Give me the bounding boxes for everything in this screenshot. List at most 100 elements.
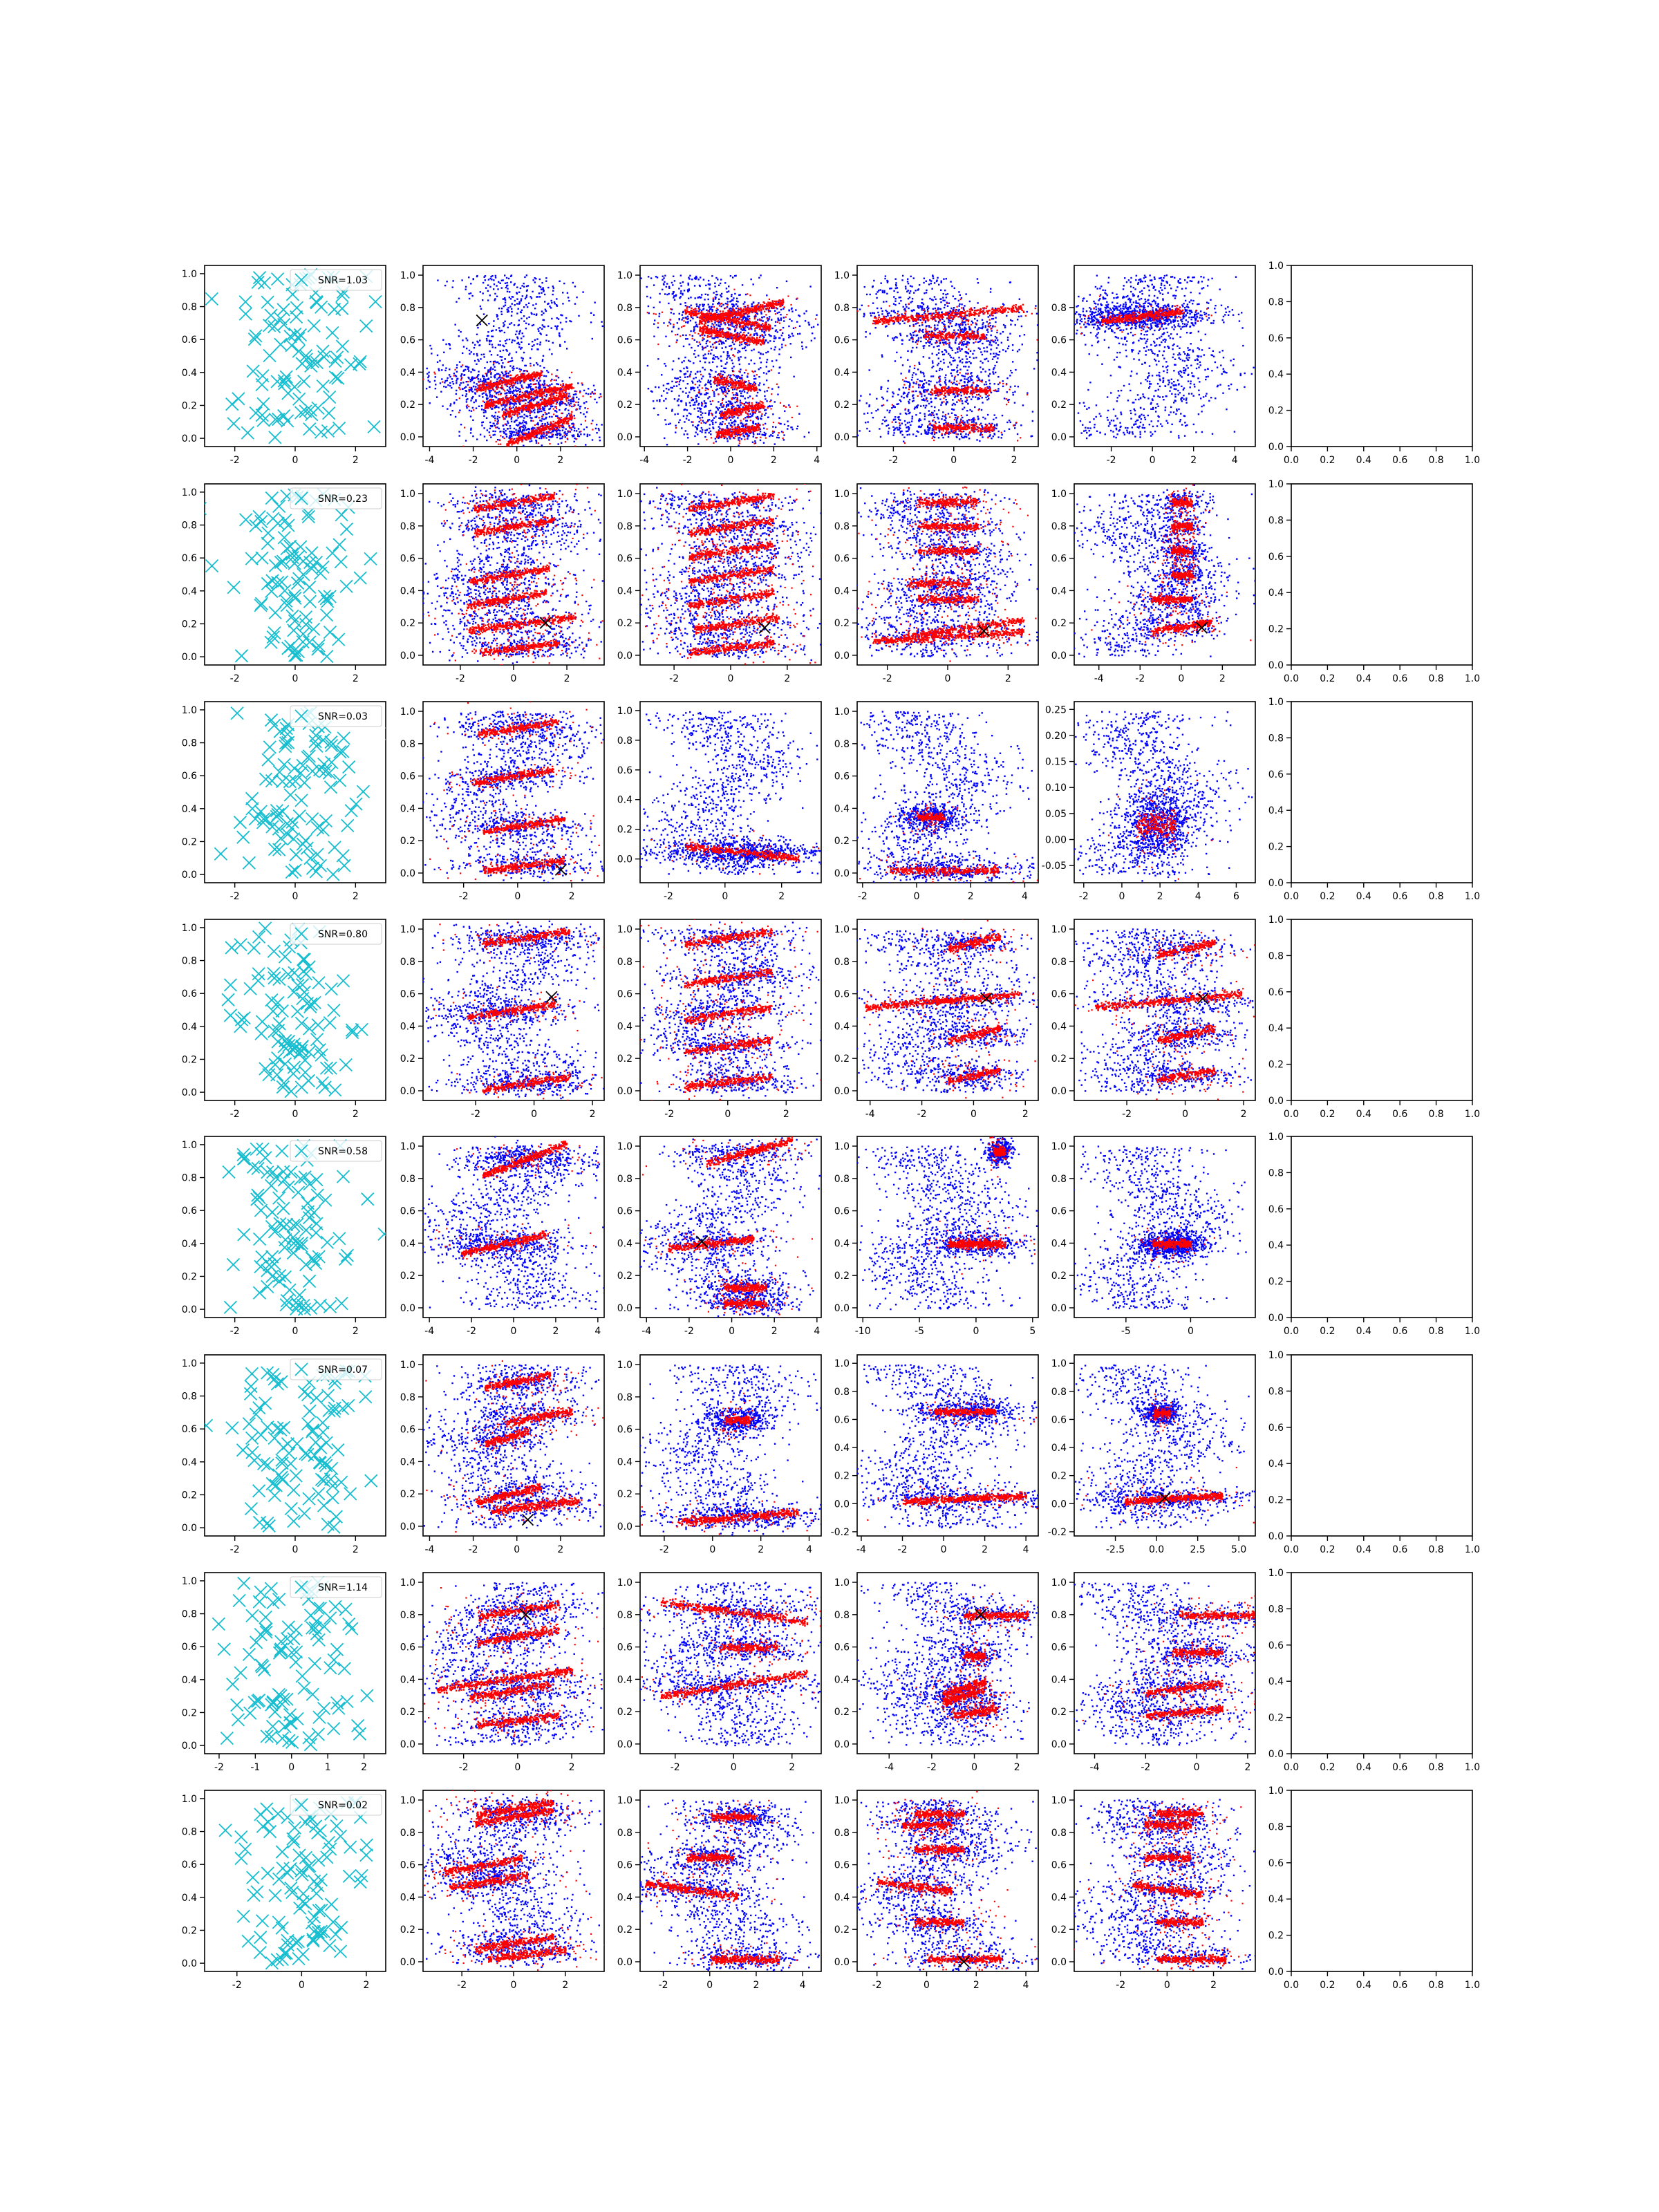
x-tick-label: -2 [230, 1544, 240, 1555]
y-tick-label: 1.0 [182, 1358, 197, 1369]
y-tick-label: 0.2 [1268, 1277, 1284, 1288]
subplot-r7-c5: -4 -2 0 20.00.20.40.60.81.0 [1044, 1573, 1311, 1773]
legend-label: SNR=0.07 [318, 1365, 368, 1376]
y-tick-label: 0.8 [1051, 957, 1067, 968]
y-tick-label: 0.0 [1051, 1739, 1067, 1750]
x-tick-label: 0 [945, 673, 951, 684]
x-tick-label: 4 [1022, 891, 1028, 902]
y-tick-label: 0.0 [617, 432, 632, 443]
y-tick-label: 1.0 [400, 489, 415, 500]
x-tick-label: -2 [230, 891, 240, 902]
x-tick-label: 2 [557, 1544, 563, 1555]
x-tick-label: 2 [1157, 891, 1163, 902]
y-tick-label: 0.2 [182, 1925, 197, 1936]
y-tick-label: 1.0 [1051, 489, 1067, 500]
y-tick-label: 0.4 [617, 367, 632, 378]
x-tick-label: 0.8 [1428, 891, 1443, 902]
x-tick-label: -2 [858, 891, 868, 902]
axes-frame [1291, 1573, 1472, 1754]
x-tick-label: 0.0 [1284, 673, 1299, 684]
x-tick-label: 0 [729, 1326, 735, 1337]
subplot-r5-c4: -10 -5 0 50.00.20.40.60.81.0 [817, 1130, 1040, 1337]
y-tick-label: 0.0 [182, 1741, 197, 1752]
y-tick-label: 0.8 [182, 302, 197, 313]
y-tick-label: 0.2 [182, 619, 197, 630]
x-tick-label: -2 [664, 891, 673, 902]
y-tick-label: 0.0 [400, 1957, 415, 1968]
subplot-r1-c2: -4 -2 0 20.00.20.40.60.81.0 [386, 265, 641, 466]
y-tick-label: 0.2 [834, 1471, 850, 1482]
x-tick-label: 0 [292, 1109, 299, 1120]
subplot-r6-c5: -2.5 0.0 2.5 5.0-0.20.00.20.40.60.81.0 [1020, 1355, 1308, 1555]
y-tick-label: 1.0 [1051, 1795, 1067, 1806]
x-tick-label: -2 [1141, 1762, 1150, 1773]
y-tick-label: 1.0 [617, 1577, 632, 1588]
axes-frame [1074, 265, 1255, 447]
x-tick-label: 2 [1011, 455, 1018, 466]
x-tick-label: 0.0 [1284, 891, 1299, 902]
y-tick-label: 0.6 [617, 989, 632, 1000]
y-tick-label: 0.0 [400, 650, 415, 662]
x-tick-label: -2 [456, 673, 465, 684]
y-tick-label: 0.0 [617, 650, 632, 662]
x-tick-label: -2 [684, 1326, 694, 1337]
x-tick-label: 2 [778, 891, 785, 902]
x-tick-label: -2 [230, 673, 240, 684]
axes-frame [857, 1790, 1038, 1971]
x-tick-label: 2 [590, 1109, 596, 1120]
y-tick-label: 0.25 [1045, 704, 1067, 715]
x-tick-label: 0.0 [1284, 1762, 1299, 1773]
x-tick-label: 2 [753, 1980, 759, 1991]
y-tick-label: 0.4 [1051, 1021, 1067, 1032]
subplot-r2-c3: -2 0 20.00.20.40.60.81.0 [603, 482, 852, 684]
y-tick-label: 0.2 [400, 1707, 415, 1718]
y-tick-label: 0.4 [834, 367, 850, 378]
legend: SNR=1.03 [290, 270, 382, 290]
y-tick-label: 0.8 [617, 1174, 632, 1185]
y-tick-label: 0.4 [400, 1238, 415, 1249]
y-tick-label: 0.6 [1051, 1206, 1067, 1217]
x-tick-label: 0 [950, 455, 957, 466]
subplot-r2-c1: SNR=0.23-2 0 20.00.20.40.60.81.0 [182, 484, 386, 684]
subplot-r7-c6: 0.0 0.2 0.4 0.6 0.8 1.00.00.20.40.60.81.0 [1268, 1568, 1480, 1773]
y-tick-label: 0.8 [1268, 297, 1284, 308]
y-tick-label: 0.2 [617, 1707, 632, 1718]
x-tick-label: 1.0 [1465, 1980, 1480, 1991]
subplot-r1-c6: 0.0 0.2 0.4 0.6 0.8 1.00.00.20.40.60.81.0 [1268, 261, 1480, 466]
x-tick-label: 4 [1023, 1980, 1029, 1991]
x-tick-label: 2 [1244, 1762, 1250, 1773]
y-tick-label: 0.4 [1268, 588, 1284, 599]
y-tick-label: 0.0 [1051, 1086, 1067, 1097]
x-tick-label: 0.2 [1320, 891, 1335, 902]
y-tick-label: 0.8 [834, 303, 850, 314]
y-tick-label: 0.2 [1268, 1713, 1284, 1724]
y-tick-label: 0.6 [1051, 989, 1067, 1000]
y-tick-label: 0.2 [834, 400, 850, 411]
y-tick-label: 0.8 [1051, 521, 1067, 532]
axes-frame [640, 919, 821, 1100]
y-tick-label: 0.8 [834, 957, 850, 968]
y-tick-label: 0.4 [182, 1675, 197, 1686]
y-tick-label: 0.10 [1045, 782, 1067, 794]
x-tick-label: 2 [569, 1762, 575, 1773]
y-tick-label: 0.0 [617, 1739, 632, 1750]
y-tick-label: 1.0 [182, 923, 197, 934]
x-tick-label: 0 [1194, 1762, 1200, 1773]
y-tick-label: 0.0 [400, 1086, 415, 1097]
y-tick-label: 1.0 [182, 1794, 197, 1805]
x-tick-label: 2 [353, 1544, 359, 1555]
x-tick-label: -4 [884, 1762, 894, 1773]
y-tick-label: 0.2 [1268, 406, 1284, 417]
x-tick-label: 0 [914, 891, 920, 902]
y-tick-label: 0.0 [834, 1739, 850, 1750]
x-tick-label: 0 [292, 1544, 299, 1555]
x-tick-label: 0 [1164, 1980, 1170, 1991]
x-tick-label: 0.6 [1392, 1109, 1407, 1120]
subplot-r4-c1: SNR=0.80-2 0 20.00.20.40.60.81.0 [182, 919, 386, 1120]
y-tick-label: 0.6 [834, 554, 850, 565]
y-tick-label: 0.0 [400, 1521, 415, 1533]
y-tick-label: 0.8 [182, 738, 197, 749]
y-tick-label: 0.6 [400, 1860, 415, 1871]
x-tick-label: -2 [232, 1980, 242, 1991]
y-tick-label: 0.6 [1268, 769, 1284, 780]
